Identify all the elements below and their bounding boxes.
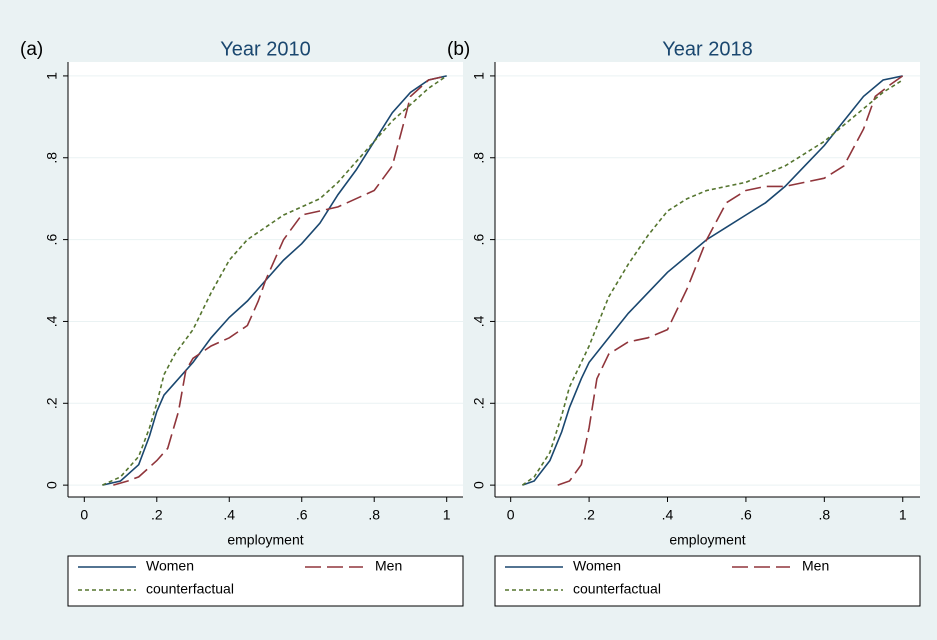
y-tick-label: .6 xyxy=(471,234,487,246)
legend-label: counterfactual xyxy=(146,581,234,597)
y-tick-label: 1 xyxy=(44,72,60,80)
legend-label: Men xyxy=(802,558,829,574)
x-tick-label: .2 xyxy=(151,507,163,523)
x-axis-label: employment xyxy=(669,532,745,548)
x-axis-label: employment xyxy=(227,532,303,548)
series-line xyxy=(522,75,903,486)
chart-title: Year 2010 xyxy=(220,38,310,60)
x-tick-label: .8 xyxy=(368,507,380,523)
y-tick-label: .2 xyxy=(471,397,487,409)
x-tick-label: 0 xyxy=(80,507,88,523)
y-tick-label: .8 xyxy=(44,152,60,164)
series-line xyxy=(557,75,904,486)
y-tick-label: .2 xyxy=(44,397,60,409)
series-line xyxy=(113,75,447,486)
x-tick-label: 1 xyxy=(443,507,451,523)
x-tick-label: .8 xyxy=(818,507,830,523)
x-tick-label: 0 xyxy=(507,507,515,523)
legend-label: Women xyxy=(573,558,621,574)
x-tick-label: .6 xyxy=(740,507,752,523)
legend-label: Men xyxy=(375,558,402,574)
series-line xyxy=(102,75,447,486)
legend-label: counterfactual xyxy=(573,581,661,597)
panel-label: (b) xyxy=(447,39,470,60)
series-line xyxy=(521,79,904,486)
y-tick-label: .4 xyxy=(44,315,60,327)
y-tick-label: 0 xyxy=(44,481,60,489)
legend-label: Women xyxy=(146,558,194,574)
x-tick-label: .4 xyxy=(223,507,235,523)
legend-box xyxy=(67,555,464,607)
y-tick-label: 1 xyxy=(471,72,487,80)
legend-box xyxy=(494,555,921,607)
panel-label: (a) xyxy=(20,39,43,60)
series-line xyxy=(102,75,448,486)
chart-title: Year 2018 xyxy=(662,38,752,60)
y-tick-label: .4 xyxy=(471,315,487,327)
y-tick-label: .6 xyxy=(44,234,60,246)
y-tick-label: .8 xyxy=(471,152,487,164)
x-tick-label: .6 xyxy=(296,507,308,523)
x-tick-label: 1 xyxy=(899,507,907,523)
x-tick-label: .2 xyxy=(583,507,595,523)
x-tick-label: .4 xyxy=(662,507,674,523)
y-tick-label: 0 xyxy=(471,481,487,489)
plot-area xyxy=(495,62,920,497)
